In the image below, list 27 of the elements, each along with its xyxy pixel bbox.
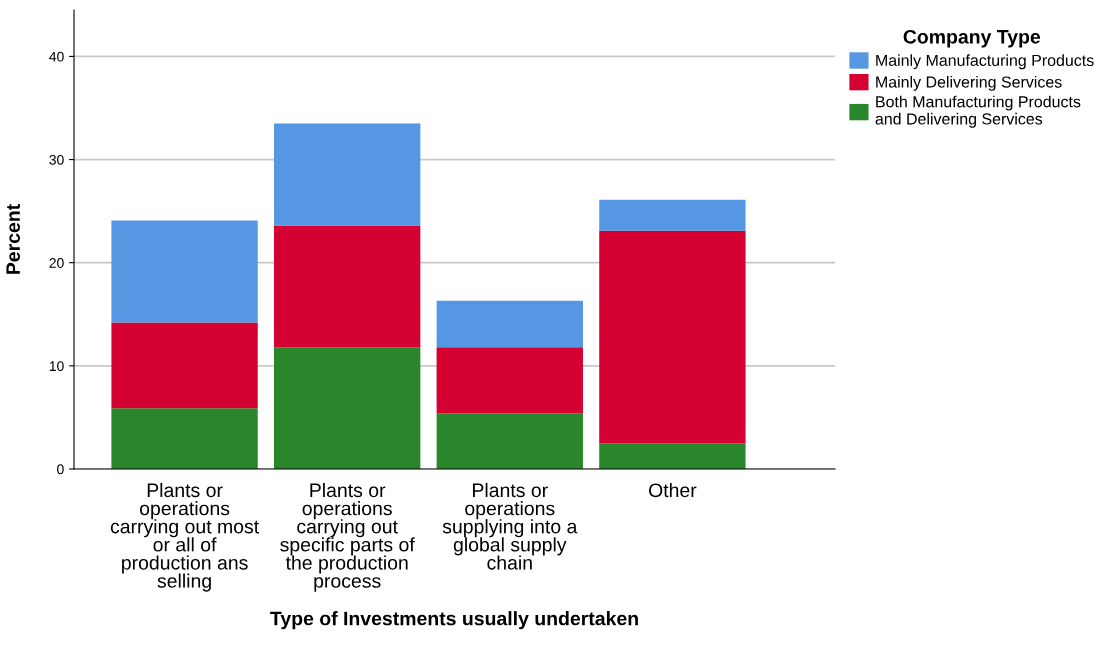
bar xyxy=(111,408,258,469)
x-tick-label: Other xyxy=(649,482,697,498)
bar xyxy=(274,123,421,226)
y-tick-label: 10 xyxy=(49,361,64,372)
bar xyxy=(111,220,258,323)
legend-label: Both Manufacturing Products and Delivering Services xyxy=(875,95,1081,128)
y-axis-title: Percent xyxy=(6,204,20,274)
legend-label: Mainly Delivering Services xyxy=(876,75,1062,91)
y-tick-label: 40 xyxy=(49,51,64,62)
bar xyxy=(274,225,421,348)
x-axis-title: Type of Investments usually undertaken xyxy=(270,611,638,630)
bar xyxy=(436,300,583,348)
bar xyxy=(436,413,583,469)
legend-title: Company Type xyxy=(903,29,1041,48)
y-tick-label: 30 xyxy=(49,154,64,165)
bar xyxy=(599,443,746,469)
bar xyxy=(274,347,421,469)
x-tick-label: Plants or operations carrying out specific parts of the production process xyxy=(280,482,415,592)
bar xyxy=(436,347,583,414)
x-tick-label: Plants or operations supplying into a global supply chain xyxy=(442,482,578,570)
legend-label: Mainly Manufacturing Products xyxy=(876,54,1094,70)
bar xyxy=(599,230,746,444)
bar xyxy=(111,322,258,409)
x-tick-label: Plants or operations carrying out most or all of production ans selling xyxy=(110,482,259,592)
y-tick-label: 20 xyxy=(49,258,64,268)
y-tick-label: 0 xyxy=(57,464,64,475)
bar xyxy=(599,199,746,231)
